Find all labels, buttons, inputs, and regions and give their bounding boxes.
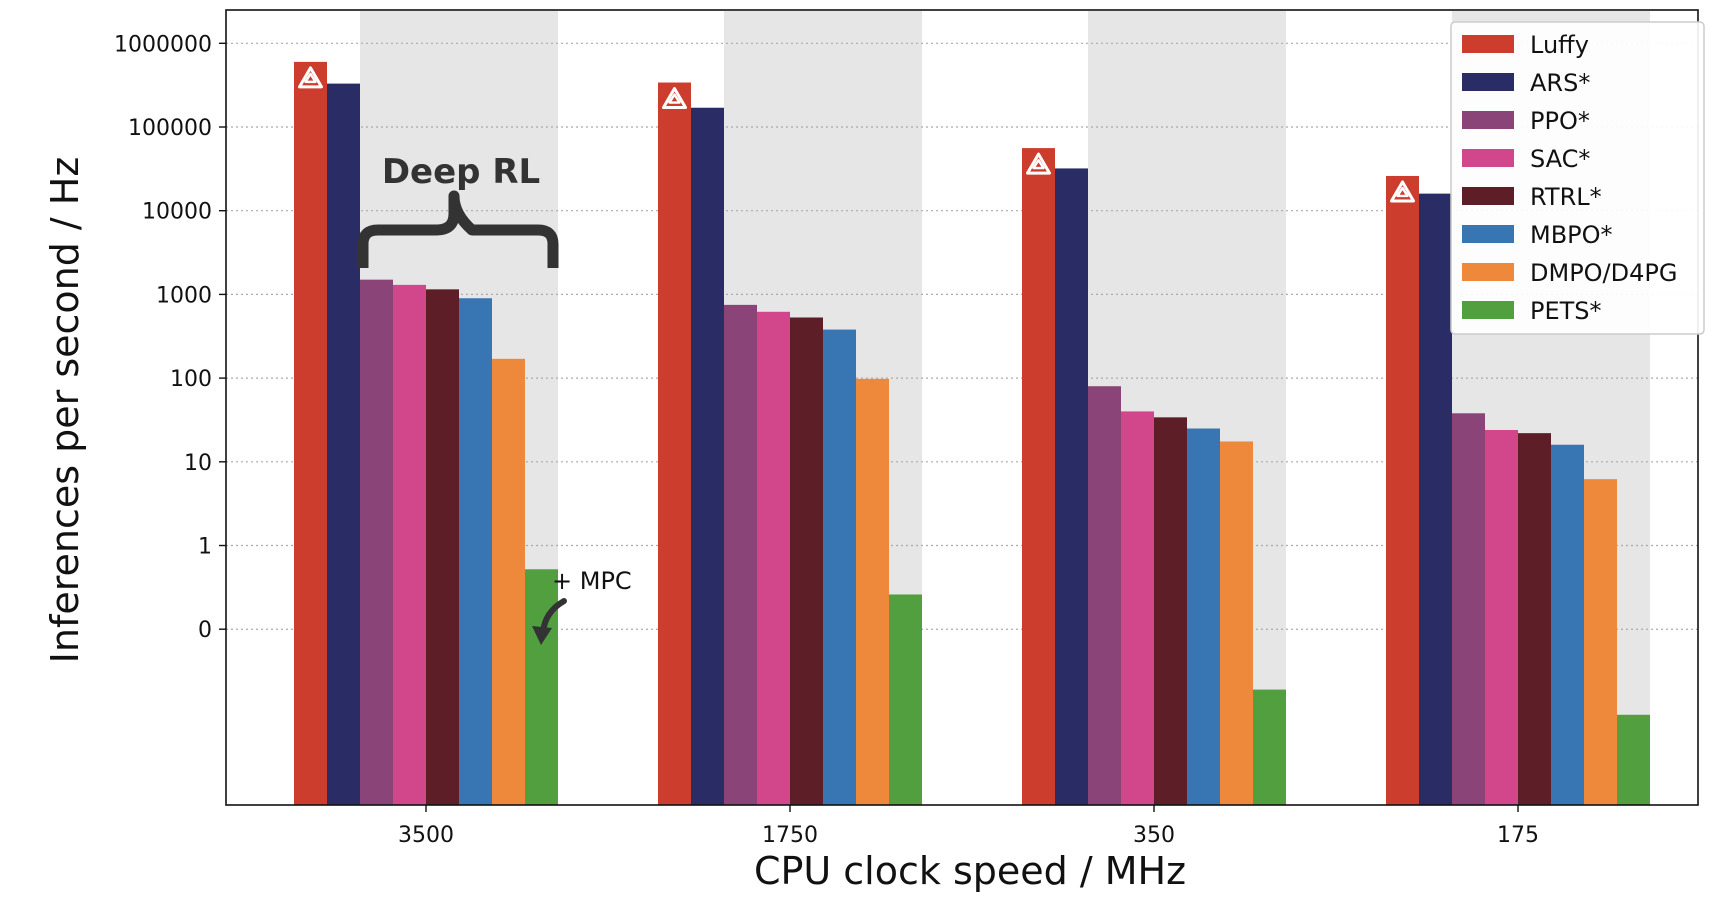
bar-sac-1750 [757, 311, 790, 805]
legend-item: DMPO/D4PG [1462, 259, 1677, 287]
bars [294, 61, 1650, 806]
luffy-logo-icon [298, 66, 323, 89]
y-axis-title: Inferences per second / Hz [43, 157, 87, 664]
bar-dmpo-d4pg-175 [1584, 479, 1617, 805]
x-ticks: 3500 1750 350 175 [398, 805, 1539, 848]
bar-ars-1750 [691, 107, 724, 805]
mpc-annotation: + MPC [552, 567, 632, 595]
legend-label: RTRL* [1530, 183, 1602, 211]
bar-pets-1750 [889, 594, 922, 805]
legend-swatch [1462, 187, 1514, 205]
legend: Luffy ARS* PPO* SAC* RTRL* MBPO* DMPO/D4PG PETS… [1450, 21, 1705, 335]
y-tick-label: 10000 [142, 200, 212, 225]
bar-ppo-350 [1088, 386, 1121, 805]
luffy-logo-icon [1026, 152, 1051, 175]
y-tick-label: 0 [198, 618, 212, 643]
bar-mbpo-350 [1187, 428, 1220, 805]
y-tick-label: 1000000 [114, 32, 212, 57]
legend-label: SAC* [1530, 145, 1590, 173]
bar-mbpo-1750 [823, 329, 856, 805]
bar-luffy-350 [1022, 148, 1055, 806]
bar-ars-3500 [327, 83, 360, 806]
legend-label: MBPO* [1530, 221, 1613, 249]
y-tick-label: 100000 [128, 116, 212, 141]
bar-dmpo-d4pg-3500 [492, 358, 525, 805]
bar-rtrl-3500 [426, 289, 459, 805]
y-tick-label: 1 [198, 535, 212, 560]
bar-mbpo-175 [1551, 444, 1584, 805]
legend-item: MBPO* [1462, 221, 1613, 249]
bar-rtrl-1750 [790, 317, 823, 805]
legend-item: Luffy [1462, 31, 1589, 59]
x-tick-label: 350 [1133, 823, 1175, 848]
bar-luffy-175 [1386, 175, 1419, 806]
legend-swatch [1462, 263, 1514, 281]
x-tick-label: 3500 [398, 823, 454, 848]
legend-swatch [1462, 35, 1514, 53]
mpc-arrowhead [532, 626, 552, 645]
deep-rl-annotation: Deep RL [382, 152, 540, 192]
legend-label: Luffy [1530, 31, 1589, 59]
legend-swatch [1462, 149, 1514, 167]
bar-ars-175 [1419, 193, 1452, 805]
plot-frame [225, 9, 1699, 806]
bar-ppo-1750 [724, 304, 757, 805]
bar-dmpo-d4pg-1750 [856, 378, 889, 805]
y-tick-label: 100 [170, 367, 212, 392]
legend-item: SAC* [1462, 145, 1590, 173]
bar-dmpo-d4pg-350 [1220, 441, 1253, 805]
x-tick-label: 1750 [762, 823, 818, 848]
legend-swatch [1462, 73, 1514, 91]
y-ticks: 0 1 10 100 1000 10000 100000 1000000 [114, 32, 226, 643]
x-axis-title: CPU clock speed / MHz [754, 849, 1186, 893]
bar-pets-3500 [525, 569, 558, 805]
legend-label: DMPO/D4PG [1530, 259, 1677, 287]
legend-item: PETS* [1462, 297, 1602, 325]
legend-item: RTRL* [1462, 183, 1602, 211]
legend-swatch [1462, 111, 1514, 129]
legend-frame [1450, 21, 1705, 335]
y-tick-label: 10 [184, 451, 212, 476]
legend-label: PETS* [1530, 297, 1602, 325]
deep-rl-brace [357, 190, 559, 268]
bar-ppo-175 [1452, 413, 1485, 805]
bar-pets-175 [1617, 714, 1650, 805]
luffy-logos [298, 66, 1415, 203]
legend-entries: Luffy ARS* PPO* SAC* RTRL* MBPO* DMPO/D4PG PETS… [1462, 31, 1677, 325]
legend-label: ARS* [1530, 69, 1590, 97]
legend-item: ARS* [1462, 69, 1590, 97]
x-tick-label: 175 [1497, 823, 1539, 848]
bar-rtrl-350 [1154, 417, 1187, 805]
legend-swatch [1462, 225, 1514, 243]
bar-sac-175 [1485, 429, 1518, 805]
y-tick-label: 1000 [156, 283, 212, 308]
bar-ars-350 [1055, 168, 1088, 806]
bar-rtrl-175 [1518, 433, 1551, 805]
luffy-logo-icon [662, 87, 687, 110]
legend-item: PPO* [1462, 107, 1590, 135]
legend-swatch [1462, 301, 1514, 319]
luffy-logo-icon [1390, 180, 1415, 203]
legend-label: PPO* [1530, 107, 1590, 135]
bar-ppo-3500 [360, 279, 393, 805]
bar-mbpo-3500 [459, 298, 492, 805]
bar-sac-3500 [393, 284, 426, 806]
bar-luffy-1750 [658, 82, 691, 806]
bar-luffy-3500 [294, 61, 327, 805]
bar-pets-350 [1253, 689, 1286, 805]
bar-sac-350 [1121, 411, 1154, 805]
